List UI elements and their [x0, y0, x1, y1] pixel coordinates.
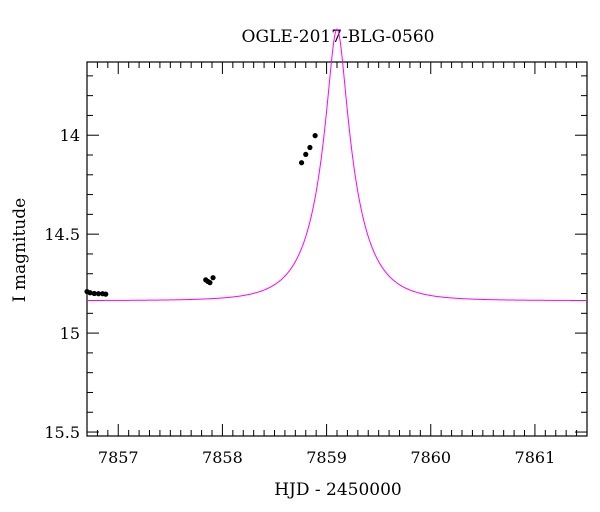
data-point — [87, 290, 93, 296]
y-tick-label: 14 — [60, 126, 80, 145]
x-tick-label: 7860 — [410, 448, 451, 467]
data-point — [307, 144, 313, 151]
y-tick-label: 15.5 — [44, 423, 80, 442]
data-point — [91, 290, 97, 297]
y-tick-labels: 14 14.5 15 15.5 — [44, 126, 80, 442]
x-tick-label: 7859 — [306, 448, 347, 467]
plot-frame — [86, 61, 588, 437]
axis-ticks — [86, 62, 588, 436]
chart-title: OGLE-2017-BLG-0560 — [242, 27, 435, 47]
y-axis-label: I magnitude — [10, 198, 30, 302]
data-point — [312, 133, 318, 139]
data-point — [298, 160, 305, 166]
y-tick-label: 15 — [60, 324, 80, 343]
data-point — [210, 275, 216, 281]
x-tick-label: 7858 — [202, 448, 243, 467]
x-tick-label: 7857 — [98, 448, 139, 467]
x-tick-labels: 7857 7858 7859 7860 7861 — [98, 448, 555, 467]
data-point — [207, 280, 213, 286]
x-tick-label: 7861 — [515, 448, 556, 467]
data-points — [84, 133, 318, 297]
data-point — [303, 151, 309, 158]
y-tick-label: 14.5 — [44, 225, 80, 244]
x-axis-label: HJD - 2450000 — [274, 480, 402, 500]
data-point — [95, 291, 102, 297]
data-point — [103, 291, 109, 297]
model-curve — [87, 28, 587, 301]
